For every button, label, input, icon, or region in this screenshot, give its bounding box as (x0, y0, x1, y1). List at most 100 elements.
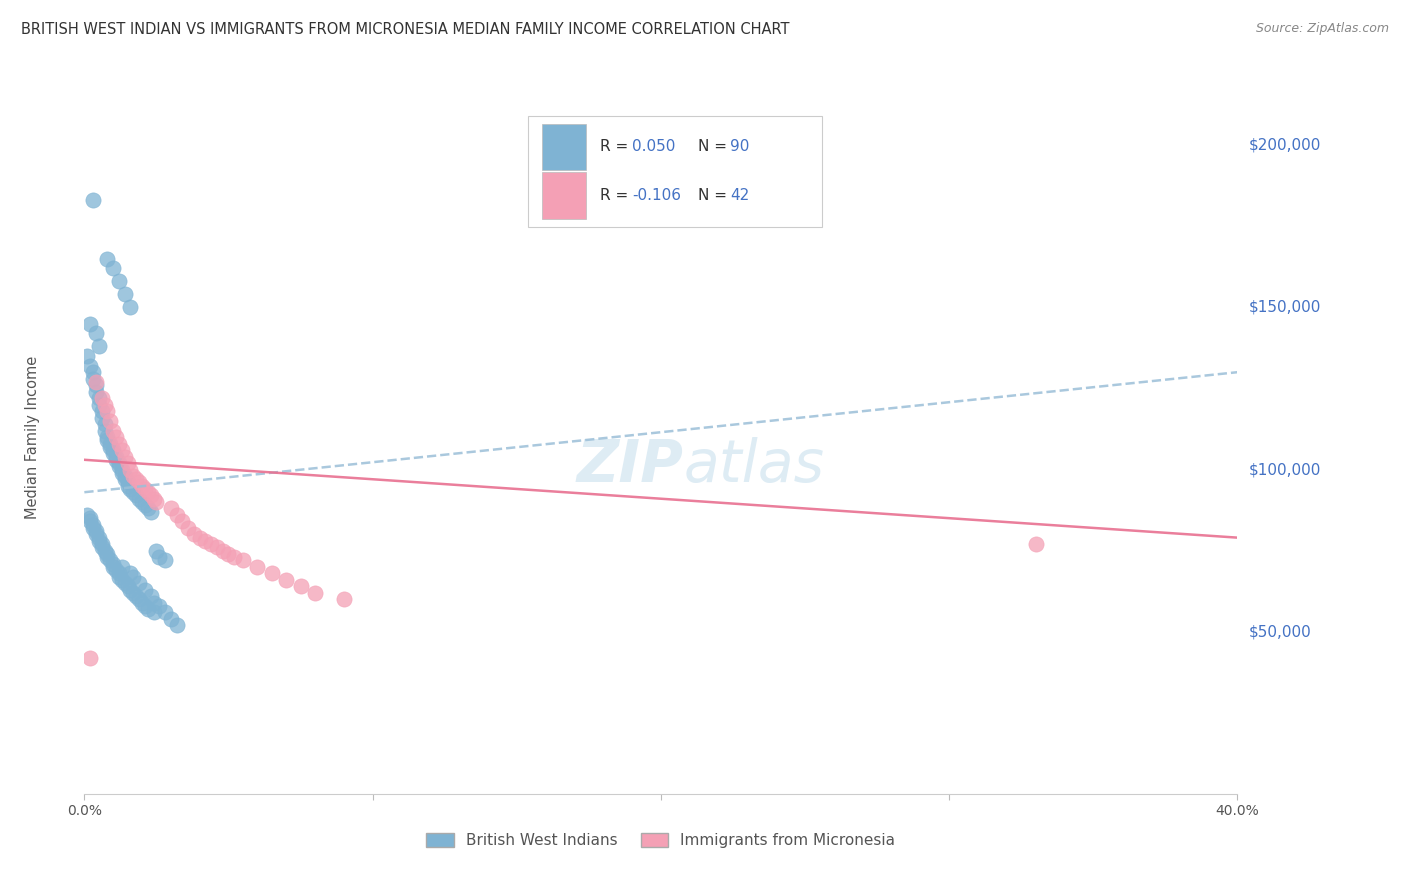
Point (211, 543, 233, 558)
Point (145, 543, 167, 558)
Point (76, 508, 98, 522)
Point (90, 404, 112, 418)
Point (122, 586, 145, 600)
Point (166, 508, 188, 522)
Point (142, 605, 165, 619)
Point (122, 469, 145, 483)
Point (79, 515, 101, 529)
Point (108, 459, 131, 474)
Point (96, 550, 118, 565)
Point (1025, 537, 1047, 551)
Point (103, 557, 124, 571)
Point (108, 569, 131, 583)
Point (131, 595, 153, 609)
Point (79, 359, 101, 373)
Text: 42: 42 (730, 188, 749, 203)
Point (82, 365, 104, 379)
Point (183, 527, 205, 541)
Text: atlas: atlas (683, 437, 825, 494)
Point (79, 317, 101, 331)
Point (122, 485, 145, 500)
Point (96, 404, 118, 418)
Text: $100,000: $100,000 (1249, 462, 1320, 477)
Point (111, 573, 134, 587)
Text: Median Family Income: Median Family Income (25, 355, 39, 519)
Point (82, 372, 104, 386)
Text: $200,000: $200,000 (1249, 137, 1320, 153)
Point (90, 537, 112, 551)
Text: N =: N = (697, 139, 731, 154)
Point (93, 543, 115, 558)
Point (105, 450, 128, 464)
Point (82, 194, 104, 208)
Point (111, 466, 134, 480)
Point (82, 521, 104, 535)
FancyBboxPatch shape (529, 116, 823, 227)
Point (98, 436, 121, 450)
Point (98, 440, 121, 454)
Text: R =: R = (600, 139, 633, 154)
Text: $150,000: $150,000 (1249, 300, 1320, 315)
Point (148, 599, 170, 613)
Point (160, 501, 183, 516)
Point (84, 384, 107, 399)
Point (260, 566, 283, 581)
Point (84, 378, 107, 392)
Point (125, 472, 148, 486)
Point (120, 582, 142, 597)
Text: R =: R = (600, 188, 633, 203)
Point (105, 430, 128, 444)
Point (134, 582, 156, 597)
Point (90, 410, 112, 425)
FancyBboxPatch shape (543, 172, 586, 219)
Point (139, 505, 162, 519)
Point (103, 424, 124, 438)
Point (117, 475, 139, 490)
Point (148, 550, 170, 565)
Point (105, 563, 128, 577)
Point (333, 592, 356, 607)
Point (108, 456, 131, 470)
Point (120, 462, 142, 476)
Point (134, 599, 156, 613)
Point (134, 482, 156, 496)
Point (172, 515, 194, 529)
Point (90, 391, 112, 405)
Point (103, 443, 124, 458)
Point (142, 595, 165, 609)
Point (84, 524, 107, 538)
Point (117, 579, 139, 593)
Point (218, 547, 240, 561)
Text: -0.106: -0.106 (633, 188, 681, 203)
Point (125, 488, 148, 502)
Point (117, 479, 139, 493)
Point (117, 456, 139, 470)
Point (120, 566, 142, 581)
Point (103, 261, 124, 276)
Point (114, 472, 136, 486)
Point (114, 576, 136, 591)
Point (108, 274, 131, 288)
Point (84, 527, 107, 541)
Point (87, 533, 110, 548)
Point (111, 559, 134, 574)
Point (128, 491, 150, 506)
Point (166, 618, 188, 632)
Point (93, 424, 115, 438)
Point (103, 559, 124, 574)
Point (136, 602, 159, 616)
Point (105, 452, 128, 467)
Point (84, 326, 107, 341)
Point (79, 650, 101, 665)
Text: Source: ZipAtlas.com: Source: ZipAtlas.com (1256, 22, 1389, 36)
Point (128, 475, 150, 490)
Point (136, 501, 159, 516)
Point (114, 450, 136, 464)
Point (304, 586, 326, 600)
Text: BRITISH WEST INDIAN VS IMMIGRANTS FROM MICRONESIA MEDIAN FAMILY INCOME CORRELATI: BRITISH WEST INDIAN VS IMMIGRANTS FROM M… (21, 22, 790, 37)
Point (142, 491, 165, 506)
Point (128, 576, 150, 591)
Point (232, 553, 254, 567)
Point (246, 559, 269, 574)
Point (96, 547, 118, 561)
